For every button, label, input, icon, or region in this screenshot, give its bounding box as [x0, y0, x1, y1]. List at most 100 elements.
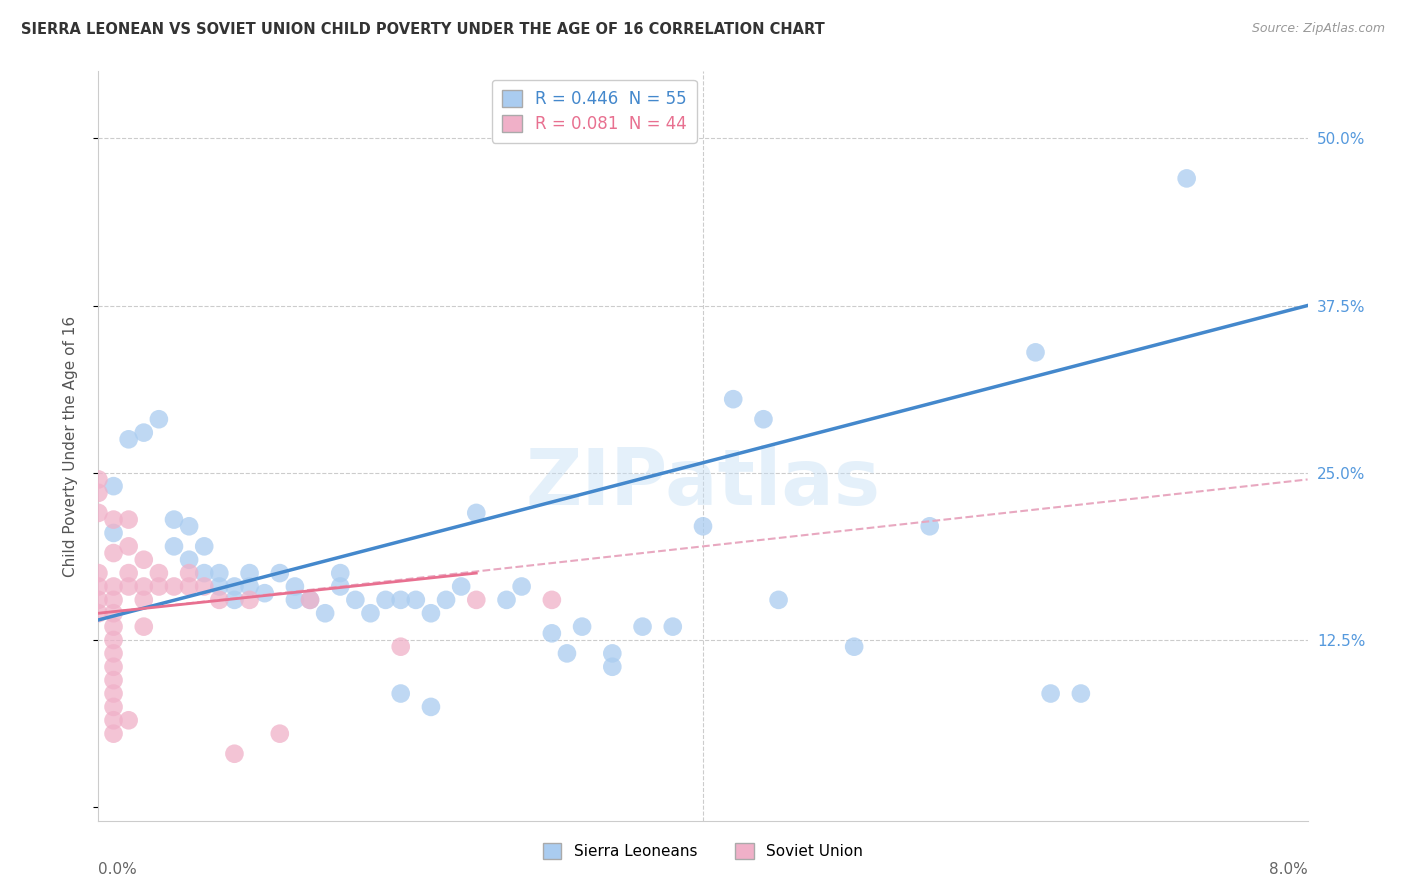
Point: [132, 425, 155, 440]
Point: [103, 607, 125, 621]
Point: [193, 580, 215, 594]
Point: [314, 607, 336, 621]
Point: [179, 566, 201, 581]
Point: [540, 593, 562, 607]
Point: [118, 539, 141, 553]
Point: [103, 660, 125, 674]
Point: [465, 593, 488, 607]
Point: [329, 566, 352, 581]
Point: [87, 486, 110, 500]
Point: [239, 593, 262, 607]
Point: [163, 580, 186, 594]
Point: [360, 607, 382, 621]
Point: [103, 593, 125, 607]
Point: [631, 620, 654, 634]
Point: [269, 566, 291, 581]
Point: [495, 593, 517, 607]
Point: [103, 620, 125, 634]
Point: [87, 506, 110, 520]
Point: [692, 519, 714, 533]
Point: [103, 633, 125, 648]
Point: [1175, 171, 1198, 186]
Point: [768, 593, 790, 607]
Point: [87, 566, 110, 581]
Point: [1025, 345, 1047, 359]
Point: [299, 593, 322, 607]
Point: [269, 726, 291, 740]
Point: [148, 580, 170, 594]
Point: [193, 539, 215, 553]
Point: [374, 593, 396, 607]
Point: [224, 580, 246, 594]
Point: [208, 580, 231, 594]
Point: [661, 620, 683, 634]
Point: [132, 553, 155, 567]
Point: [540, 626, 562, 640]
Point: [208, 566, 231, 581]
Point: [132, 620, 155, 634]
Point: [389, 687, 412, 701]
Point: [602, 660, 624, 674]
Point: [163, 513, 186, 527]
Point: [148, 566, 170, 581]
Point: [179, 553, 201, 567]
Point: [405, 593, 427, 607]
Text: Source: ZipAtlas.com: Source: ZipAtlas.com: [1251, 22, 1385, 36]
Point: [103, 479, 125, 493]
Point: [118, 714, 141, 728]
Point: [918, 519, 941, 533]
Point: [118, 566, 141, 581]
Point: [179, 519, 201, 533]
Point: [239, 566, 262, 581]
Point: [132, 580, 155, 594]
Point: [87, 580, 110, 594]
Point: [555, 646, 578, 660]
Point: [284, 580, 307, 594]
Point: [420, 607, 443, 621]
Point: [224, 593, 246, 607]
Point: [87, 473, 110, 487]
Point: [602, 646, 624, 660]
Text: SIERRA LEONEAN VS SOVIET UNION CHILD POVERTY UNDER THE AGE OF 16 CORRELATION CHA: SIERRA LEONEAN VS SOVIET UNION CHILD POV…: [21, 22, 825, 37]
Point: [224, 747, 246, 761]
Legend: Sierra Leoneans, Soviet Union: Sierra Leoneans, Soviet Union: [537, 838, 869, 865]
Point: [239, 580, 262, 594]
Point: [1070, 687, 1092, 701]
Point: [510, 580, 533, 594]
Point: [87, 593, 110, 607]
Point: [132, 593, 155, 607]
Point: [450, 580, 472, 594]
Point: [103, 673, 125, 688]
Point: [389, 593, 412, 607]
Point: [103, 700, 125, 714]
Text: ZIPatlas: ZIPatlas: [526, 445, 880, 522]
Point: [389, 640, 412, 654]
Point: [253, 586, 276, 600]
Point: [103, 546, 125, 560]
Point: [420, 700, 443, 714]
Point: [344, 593, 367, 607]
Point: [103, 513, 125, 527]
Point: [571, 620, 593, 634]
Point: [87, 607, 110, 621]
Point: [103, 687, 125, 701]
Point: [193, 566, 215, 581]
Point: [329, 580, 352, 594]
Y-axis label: Child Poverty Under the Age of 16: Child Poverty Under the Age of 16: [63, 316, 77, 576]
Point: [208, 593, 231, 607]
Point: [118, 433, 141, 447]
Point: [103, 726, 125, 740]
Point: [118, 513, 141, 527]
Point: [103, 646, 125, 660]
Point: [148, 412, 170, 426]
Point: [103, 526, 125, 541]
Point: [118, 580, 141, 594]
Point: [465, 506, 488, 520]
Point: [1039, 687, 1062, 701]
Text: 8.0%: 8.0%: [1268, 862, 1308, 877]
Text: 0.0%: 0.0%: [98, 862, 138, 877]
Point: [179, 580, 201, 594]
Point: [844, 640, 866, 654]
Point: [103, 714, 125, 728]
Point: [723, 392, 745, 407]
